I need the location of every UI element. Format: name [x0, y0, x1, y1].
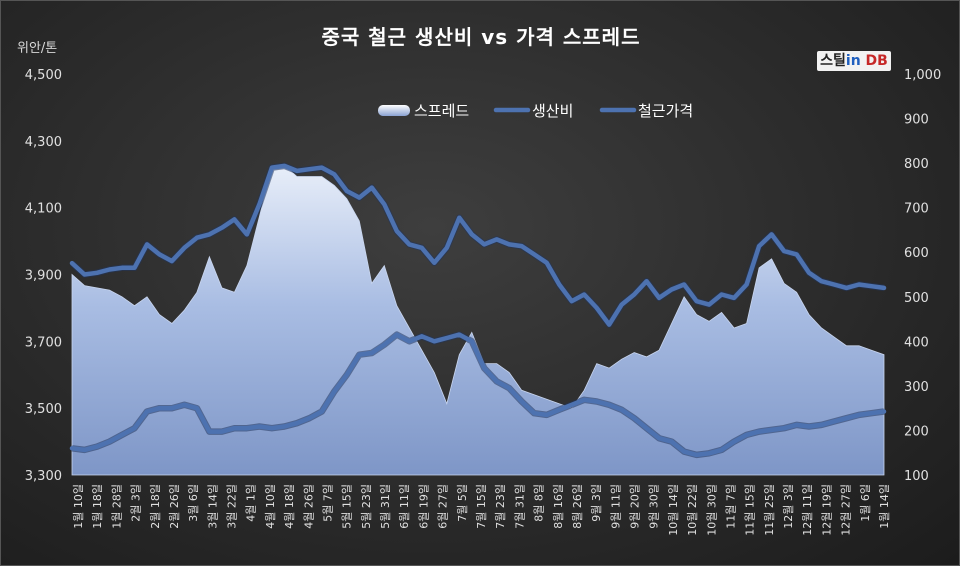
- legend-label: 생산비: [532, 102, 573, 120]
- x-tick-label: 4월 18일: [282, 484, 296, 529]
- x-tick-label: 1월 6일: [858, 484, 872, 522]
- x-tick-label: 5월 31일: [378, 484, 392, 529]
- y-right-tick: 200: [904, 424, 929, 439]
- y-left-tick: 3,500: [25, 402, 62, 417]
- legend-label: 철근가격: [638, 102, 693, 120]
- x-tick-label: 11월 25일: [762, 484, 776, 536]
- x-tick-label: 4월 26일: [301, 484, 315, 529]
- x-tick-label: 1월 14일: [877, 484, 891, 529]
- x-tick-label: 5월 7일: [321, 484, 335, 522]
- x-tick-label: 11월 7일: [724, 484, 738, 529]
- x-tick-label: 2월 18일: [148, 484, 162, 529]
- x-tick-label: 4월 10일: [263, 484, 277, 529]
- x-tick-label: 9월 11일: [608, 484, 622, 529]
- x-tick-label: 8월 8일: [532, 484, 546, 522]
- x-tick-label: 1월 18일: [90, 484, 104, 529]
- cost-line: [69, 332, 887, 458]
- x-tick-label: 6월 19일: [416, 484, 430, 529]
- x-tick-label: 4월 1일: [244, 484, 258, 522]
- x-tick-label: 6월 27일: [436, 484, 450, 529]
- x-tick-label: 9월 20일: [628, 484, 642, 529]
- x-tick-label: 12월 19일: [819, 484, 833, 536]
- x-tick-label: 12월 11일: [800, 484, 814, 536]
- y-right-tick: 800: [904, 157, 929, 172]
- y-right-tick: 300: [904, 380, 929, 395]
- x-tick-label: 10월 30일: [704, 484, 718, 536]
- legend-label: 스프레드: [414, 102, 469, 120]
- y-right-tick: 700: [904, 202, 929, 217]
- x-tick-label: 5월 15일: [340, 484, 354, 529]
- x-tick-label: 3월 6일: [186, 484, 200, 522]
- x-tick-label: 7월 23일: [493, 484, 507, 529]
- x-tick-label: 6월 11일: [397, 484, 411, 529]
- x-tick-label: 10월 14일: [666, 484, 680, 536]
- x-tick-label: 5월 23일: [359, 484, 373, 529]
- x-tick-label: 7월 15일: [474, 484, 488, 529]
- y-left-tick: 4,500: [25, 68, 62, 83]
- x-tick-label: 10월 22일: [685, 484, 699, 536]
- y-right-tick: 600: [904, 246, 929, 261]
- x-tick-label: 7월 5일: [455, 484, 469, 522]
- x-tick-label: 9월 30일: [647, 484, 661, 529]
- x-tick-label: 1월 28일: [109, 484, 123, 529]
- y-left-tick: 4,100: [25, 202, 62, 217]
- y-left-tick: 3,900: [25, 269, 62, 284]
- x-tick-label: 3월 22일: [225, 484, 239, 529]
- x-tick-label: 12월 3일: [781, 484, 795, 529]
- steelin-db-logo: 스틸in DB: [817, 51, 891, 71]
- y-left-tick: 4,300: [25, 135, 62, 150]
- x-tick-label: 9월 3일: [589, 484, 603, 522]
- y-right-tick: 1,000: [904, 68, 941, 83]
- y-right-tick: 900: [904, 113, 929, 128]
- rebar-price-line: [69, 163, 887, 327]
- x-tick-label: 8월 16일: [551, 484, 565, 529]
- y-axis-unit: 위안/톤: [17, 41, 58, 56]
- x-tick-label: 2월 3일: [129, 484, 143, 522]
- x-tick-label: 1월 10일: [71, 484, 85, 529]
- y-left-tick: 3,700: [25, 335, 62, 350]
- y-right-tick: 400: [904, 335, 929, 350]
- chart-title: 중국 철근 생산비 vs 가격 스프레드: [321, 25, 641, 49]
- y-right-tick: 500: [904, 291, 929, 306]
- y-left-tick: 3,300: [25, 469, 62, 484]
- x-tick-label: 7월 31일: [512, 484, 526, 529]
- x-tick-label: 11월 15일: [743, 484, 757, 536]
- legend-swatch-spread: [378, 105, 410, 116]
- x-tick-label: 2월 26일: [167, 484, 181, 529]
- x-tick-label: 8월 26일: [570, 484, 584, 529]
- x-tick-label: 12월 27일: [839, 484, 853, 536]
- y-right-tick: 100: [904, 469, 929, 484]
- x-tick-label: 3월 14일: [205, 484, 219, 529]
